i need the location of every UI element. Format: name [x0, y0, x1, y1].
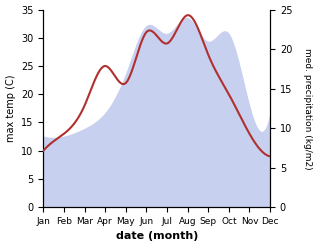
- Y-axis label: max temp (C): max temp (C): [5, 75, 16, 142]
- Y-axis label: med. precipitation (kg/m2): med. precipitation (kg/m2): [303, 48, 313, 169]
- X-axis label: date (month): date (month): [115, 231, 198, 242]
